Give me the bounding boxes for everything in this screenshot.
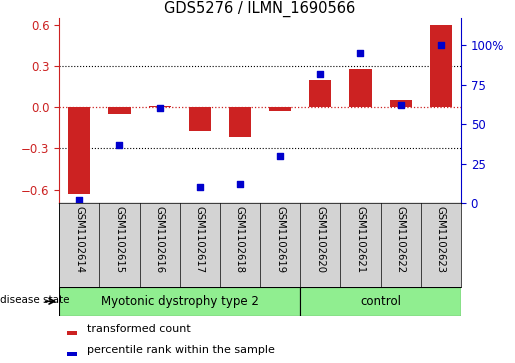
Bar [269,107,291,111]
Text: GSM1102614: GSM1102614 [74,206,84,273]
Point [276,153,284,159]
Bar [59,287,300,316]
Text: GSM1102619: GSM1102619 [275,206,285,273]
Text: GSM1102621: GSM1102621 [355,206,366,273]
Bar [149,106,170,107]
Text: Myotonic dystrophy type 2: Myotonic dystrophy type 2 [101,295,259,308]
Bar [310,80,331,107]
Bar [67,331,77,335]
Text: transformed count: transformed count [88,324,191,334]
Text: GSM1102616: GSM1102616 [154,206,165,273]
Bar [350,69,371,107]
Bar [68,107,90,194]
Point [75,197,83,203]
Point [115,142,124,148]
Bar [300,287,461,316]
Text: GSM1102618: GSM1102618 [235,206,245,273]
Bar [67,352,77,356]
Text: percentile rank within the sample: percentile rank within the sample [88,345,275,355]
Text: GSM1102617: GSM1102617 [195,206,205,273]
Text: GSM1102622: GSM1102622 [396,206,406,273]
Title: GDS5276 / ILMN_1690566: GDS5276 / ILMN_1690566 [164,1,356,17]
Point [156,105,164,111]
Point [196,184,204,190]
Bar [189,107,211,131]
Point [316,71,324,77]
Point [356,50,365,56]
Bar [430,25,452,107]
Point [236,182,244,187]
Text: GSM1102615: GSM1102615 [114,206,125,273]
Text: GSM1102623: GSM1102623 [436,206,446,273]
Point [437,42,445,48]
Text: control: control [360,295,401,308]
Text: GSM1102620: GSM1102620 [315,206,325,273]
Text: disease state: disease state [0,295,70,305]
Bar [390,101,411,107]
Bar [109,107,130,114]
Point [397,102,405,108]
Bar [229,107,251,138]
